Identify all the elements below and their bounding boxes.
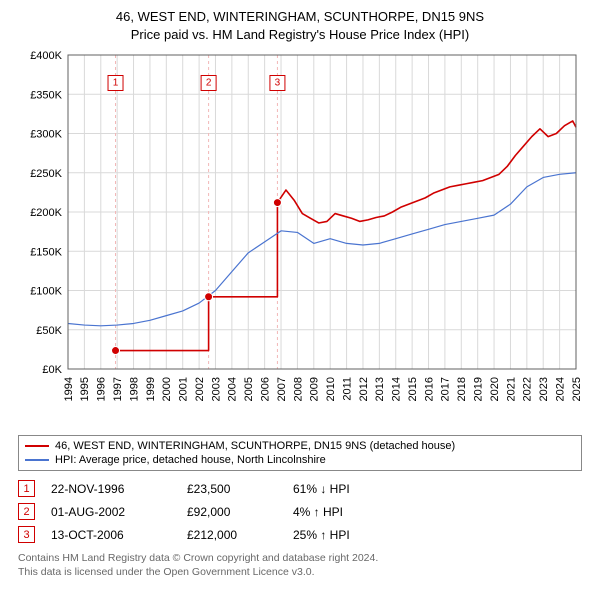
chart-title-line1: 46, WEST END, WINTERINGHAM, SCUNTHORPE, … xyxy=(10,8,590,26)
legend-swatch xyxy=(25,445,49,447)
svg-text:2006: 2006 xyxy=(259,377,271,401)
footer-line1: Contains HM Land Registry data © Crown c… xyxy=(18,552,582,566)
svg-text:1997: 1997 xyxy=(112,377,124,401)
sale-price: £23,500 xyxy=(187,482,277,496)
svg-text:2000: 2000 xyxy=(161,377,173,401)
svg-text:1998: 1998 xyxy=(128,377,140,401)
sale-date: 13-OCT-2006 xyxy=(51,528,171,542)
svg-text:£400K: £400K xyxy=(30,50,62,62)
svg-text:2021: 2021 xyxy=(505,377,517,401)
svg-text:2025: 2025 xyxy=(571,377,580,401)
svg-text:2005: 2005 xyxy=(243,377,255,401)
chart-title-block: 46, WEST END, WINTERINGHAM, SCUNTHORPE, … xyxy=(10,8,590,43)
sales-table: 1 22-NOV-1996 £23,500 61% ↓ HPI 2 01-AUG-2002… xyxy=(18,477,582,546)
sales-row: 2 01-AUG-2002 £92,000 4% ↑ HPI xyxy=(18,500,582,523)
sale-hpi-delta: 4% ↑ HPI xyxy=(293,505,393,519)
sales-row: 1 22-NOV-1996 £23,500 61% ↓ HPI xyxy=(18,477,582,500)
svg-text:1999: 1999 xyxy=(145,377,157,401)
svg-text:2024: 2024 xyxy=(554,377,566,401)
svg-text:2007: 2007 xyxy=(276,377,288,401)
svg-text:1: 1 xyxy=(113,78,119,89)
legend-label: HPI: Average price, detached house, Nort… xyxy=(55,454,326,466)
svg-text:2001: 2001 xyxy=(178,377,190,401)
svg-text:2004: 2004 xyxy=(227,377,239,401)
svg-text:£250K: £250K xyxy=(30,168,62,180)
svg-text:2010: 2010 xyxy=(325,377,337,401)
legend-label: 46, WEST END, WINTERINGHAM, SCUNTHORPE, … xyxy=(55,440,455,452)
svg-text:2014: 2014 xyxy=(391,377,403,401)
sales-row: 3 13-OCT-2006 £212,000 25% ↑ HPI xyxy=(18,523,582,546)
svg-text:2011: 2011 xyxy=(341,377,353,401)
sale-price: £92,000 xyxy=(187,505,277,519)
chart-container: { "title_line1": "46, WEST END, WINTERIN… xyxy=(0,0,600,585)
sale-number-box: 2 xyxy=(18,503,35,520)
svg-text:2022: 2022 xyxy=(522,377,534,401)
svg-text:2: 2 xyxy=(206,78,212,89)
svg-text:2015: 2015 xyxy=(407,377,419,401)
svg-text:£300K: £300K xyxy=(30,129,62,141)
chart-svg: £0K £50K £100K £150K £200K £250K £300K £350K £40… xyxy=(20,49,580,429)
chart-plot-area: £0K £50K £100K £150K £200K £250K £300K £350K £40… xyxy=(20,49,580,429)
sale-date: 22-NOV-1996 xyxy=(51,482,171,496)
svg-text:2018: 2018 xyxy=(456,377,468,401)
legend-row: HPI: Average price, detached house, Nort… xyxy=(25,453,575,467)
legend-box: 46, WEST END, WINTERINGHAM, SCUNTHORPE, … xyxy=(18,435,582,471)
svg-text:£350K: £350K xyxy=(30,89,62,101)
svg-text:1995: 1995 xyxy=(79,377,91,401)
sale-number-box: 1 xyxy=(18,480,35,497)
svg-text:2023: 2023 xyxy=(538,377,550,401)
svg-text:2020: 2020 xyxy=(489,377,501,401)
svg-text:2002: 2002 xyxy=(194,377,206,401)
sale-date: 01-AUG-2002 xyxy=(51,505,171,519)
svg-text:£50K: £50K xyxy=(36,325,62,337)
svg-text:2012: 2012 xyxy=(358,377,370,401)
sale-number-box: 3 xyxy=(18,526,35,543)
svg-text:1996: 1996 xyxy=(96,377,108,401)
svg-text:3: 3 xyxy=(275,78,281,89)
svg-text:2008: 2008 xyxy=(292,377,304,401)
sale-hpi-delta: 61% ↓ HPI xyxy=(293,482,393,496)
legend-swatch xyxy=(25,459,49,461)
svg-text:1994: 1994 xyxy=(63,377,75,401)
footer-attribution: Contains HM Land Registry data © Crown c… xyxy=(18,552,582,579)
legend-row: 46, WEST END, WINTERINGHAM, SCUNTHORPE, … xyxy=(25,439,575,453)
sale-hpi-delta: 25% ↑ HPI xyxy=(293,528,393,542)
svg-text:2016: 2016 xyxy=(423,377,435,401)
svg-text:2009: 2009 xyxy=(309,377,321,401)
svg-text:2003: 2003 xyxy=(210,377,222,401)
svg-text:£200K: £200K xyxy=(30,207,62,219)
svg-text:£100K: £100K xyxy=(30,286,62,298)
svg-text:£150K: £150K xyxy=(30,246,62,258)
svg-text:£0K: £0K xyxy=(42,364,62,376)
footer-line2: This data is licensed under the Open Gov… xyxy=(18,566,582,580)
chart-title-line2: Price paid vs. HM Land Registry's House … xyxy=(10,26,590,44)
svg-text:2013: 2013 xyxy=(374,377,386,401)
sale-price: £212,000 xyxy=(187,528,277,542)
svg-text:2019: 2019 xyxy=(473,377,485,401)
svg-text:2017: 2017 xyxy=(440,377,452,401)
